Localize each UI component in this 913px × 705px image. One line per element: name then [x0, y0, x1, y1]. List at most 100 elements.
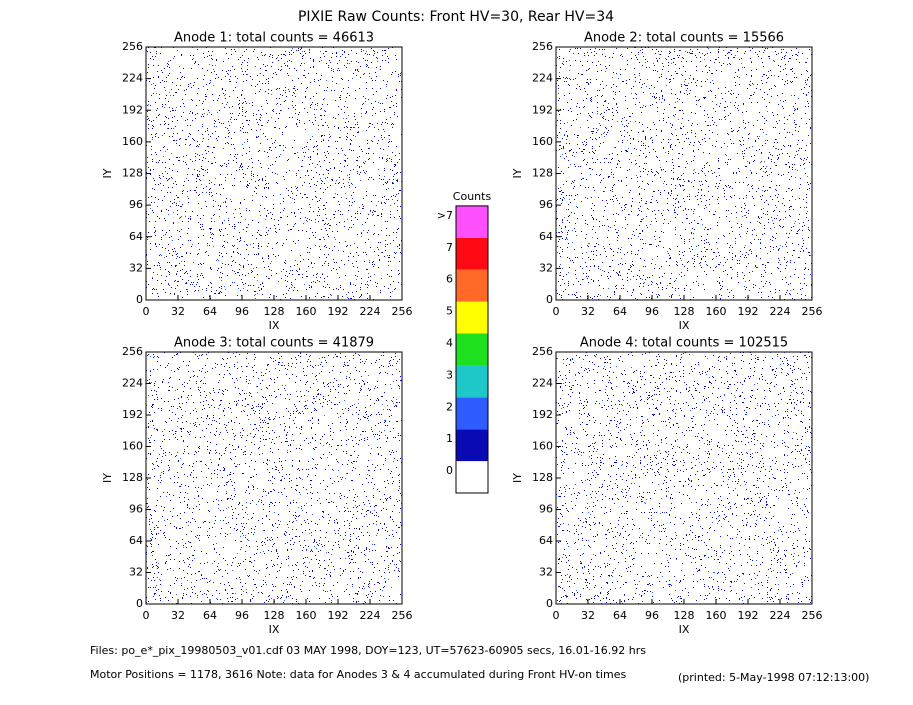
colorbar-label: 6	[446, 273, 453, 286]
y-tick-label: 192	[532, 103, 553, 116]
colorbar-label: 3	[446, 368, 453, 381]
x-tick-label: 0	[143, 305, 150, 318]
y-tick-label: 0	[546, 597, 553, 610]
colorbar-label: 4	[446, 336, 453, 349]
y-tick-label: 160	[532, 440, 553, 453]
x-tick-label: 96	[645, 609, 659, 622]
x-tick-label: 160	[296, 305, 317, 318]
x-tick-label: 160	[706, 305, 727, 318]
x-tick-label: 0	[553, 305, 560, 318]
colorbar-label: 1	[446, 432, 453, 445]
x-tick-label: 128	[674, 305, 695, 318]
x-tick-label: 32	[171, 609, 185, 622]
colorbar-label: 5	[446, 305, 453, 318]
footer-printed: (printed: 5-May-1998 07:12:13:00)	[678, 671, 869, 684]
footer-files: Files: po_e*_pix_19980503_v01.cdf 03 MAY…	[90, 644, 646, 657]
colorbar-swatch	[456, 333, 488, 366]
y-tick-label: 128	[122, 167, 143, 180]
x-axis-label: IX	[679, 623, 690, 636]
y-tick-label: 256	[122, 345, 143, 358]
y-tick-label: 192	[122, 103, 143, 116]
x-tick-label: 96	[235, 609, 249, 622]
y-tick-label: 224	[532, 72, 553, 85]
y-tick-label: 96	[129, 198, 143, 211]
panel-title: Anode 1: total counts = 46613	[174, 31, 374, 46]
x-tick-label: 192	[738, 609, 759, 622]
y-tick-label: 0	[136, 293, 143, 306]
x-tick-label: 224	[770, 609, 791, 622]
x-tick-label: 64	[203, 305, 217, 318]
x-tick-label: 192	[328, 305, 349, 318]
y-tick-label: 32	[539, 261, 553, 274]
x-tick-label: 64	[203, 609, 217, 622]
x-tick-label: 256	[802, 609, 823, 622]
count-texture	[146, 352, 402, 604]
x-tick-label: 128	[674, 609, 695, 622]
y-tick-label: 192	[122, 408, 143, 421]
x-tick-label: 192	[328, 609, 349, 622]
y-tick-label: 224	[122, 72, 143, 85]
x-tick-label: 256	[392, 305, 413, 318]
y-tick-label: 64	[129, 534, 143, 547]
x-axis-label: IX	[679, 319, 690, 332]
colorbar-label: >7	[437, 209, 453, 222]
y-tick-label: 64	[539, 534, 553, 547]
colorbar-label: 0	[446, 464, 453, 477]
y-axis-label: IY	[101, 168, 114, 178]
x-tick-label: 0	[553, 609, 560, 622]
colorbar-label: 7	[446, 241, 453, 254]
x-tick-label: 160	[296, 609, 317, 622]
y-tick-label: 128	[122, 471, 143, 484]
x-tick-label: 128	[264, 305, 285, 318]
y-tick-label: 0	[546, 293, 553, 306]
x-tick-label: 128	[264, 609, 285, 622]
y-tick-label: 32	[129, 566, 143, 579]
colorbar-swatch	[456, 301, 488, 334]
x-tick-label: 0	[143, 609, 150, 622]
y-tick-label: 128	[532, 471, 553, 484]
x-axis-label: IX	[269, 623, 280, 636]
colorbar-swatch	[456, 205, 488, 238]
x-tick-label: 32	[171, 305, 185, 318]
y-tick-label: 32	[539, 566, 553, 579]
y-axis-label: IY	[511, 168, 524, 178]
x-tick-label: 224	[360, 609, 381, 622]
count-texture	[556, 47, 812, 300]
panel-title: Anode 4: total counts = 102515	[580, 336, 788, 351]
colorbar-swatch	[456, 429, 488, 462]
y-tick-label: 224	[122, 377, 143, 390]
y-tick-label: 160	[122, 135, 143, 148]
x-tick-label: 256	[802, 305, 823, 318]
y-tick-label: 160	[532, 135, 553, 148]
x-tick-label: 160	[706, 609, 727, 622]
x-tick-label: 64	[613, 609, 627, 622]
colorbar-label: 2	[446, 400, 453, 413]
footer-motor: Motor Positions = 1178, 3616 Note: data …	[90, 668, 626, 681]
y-tick-label: 192	[532, 408, 553, 421]
x-tick-label: 96	[235, 305, 249, 318]
colorbar-swatch	[456, 237, 488, 270]
x-tick-label: 32	[581, 609, 595, 622]
colorbar-title: Counts	[453, 190, 492, 203]
colorbar-swatch	[456, 269, 488, 302]
x-tick-label: 32	[581, 305, 595, 318]
y-tick-label: 128	[532, 167, 553, 180]
y-tick-label: 64	[539, 230, 553, 243]
y-tick-label: 256	[532, 40, 553, 53]
panel-title: Anode 2: total counts = 15566	[584, 31, 784, 46]
x-tick-label: 256	[392, 609, 413, 622]
y-tick-label: 256	[122, 40, 143, 53]
x-tick-label: 224	[360, 305, 381, 318]
colorbar-frame	[455, 205, 489, 494]
y-tick-label: 32	[129, 261, 143, 274]
x-tick-label: 192	[738, 305, 759, 318]
colorbar-swatch	[456, 461, 488, 493]
colorbar-swatch	[456, 365, 488, 398]
y-tick-label: 256	[532, 345, 553, 358]
y-tick-label: 0	[136, 597, 143, 610]
y-tick-label: 96	[129, 503, 143, 516]
x-axis-label: IX	[269, 319, 280, 332]
y-tick-label: 96	[539, 503, 553, 516]
y-tick-label: 160	[122, 440, 143, 453]
y-tick-label: 64	[129, 230, 143, 243]
